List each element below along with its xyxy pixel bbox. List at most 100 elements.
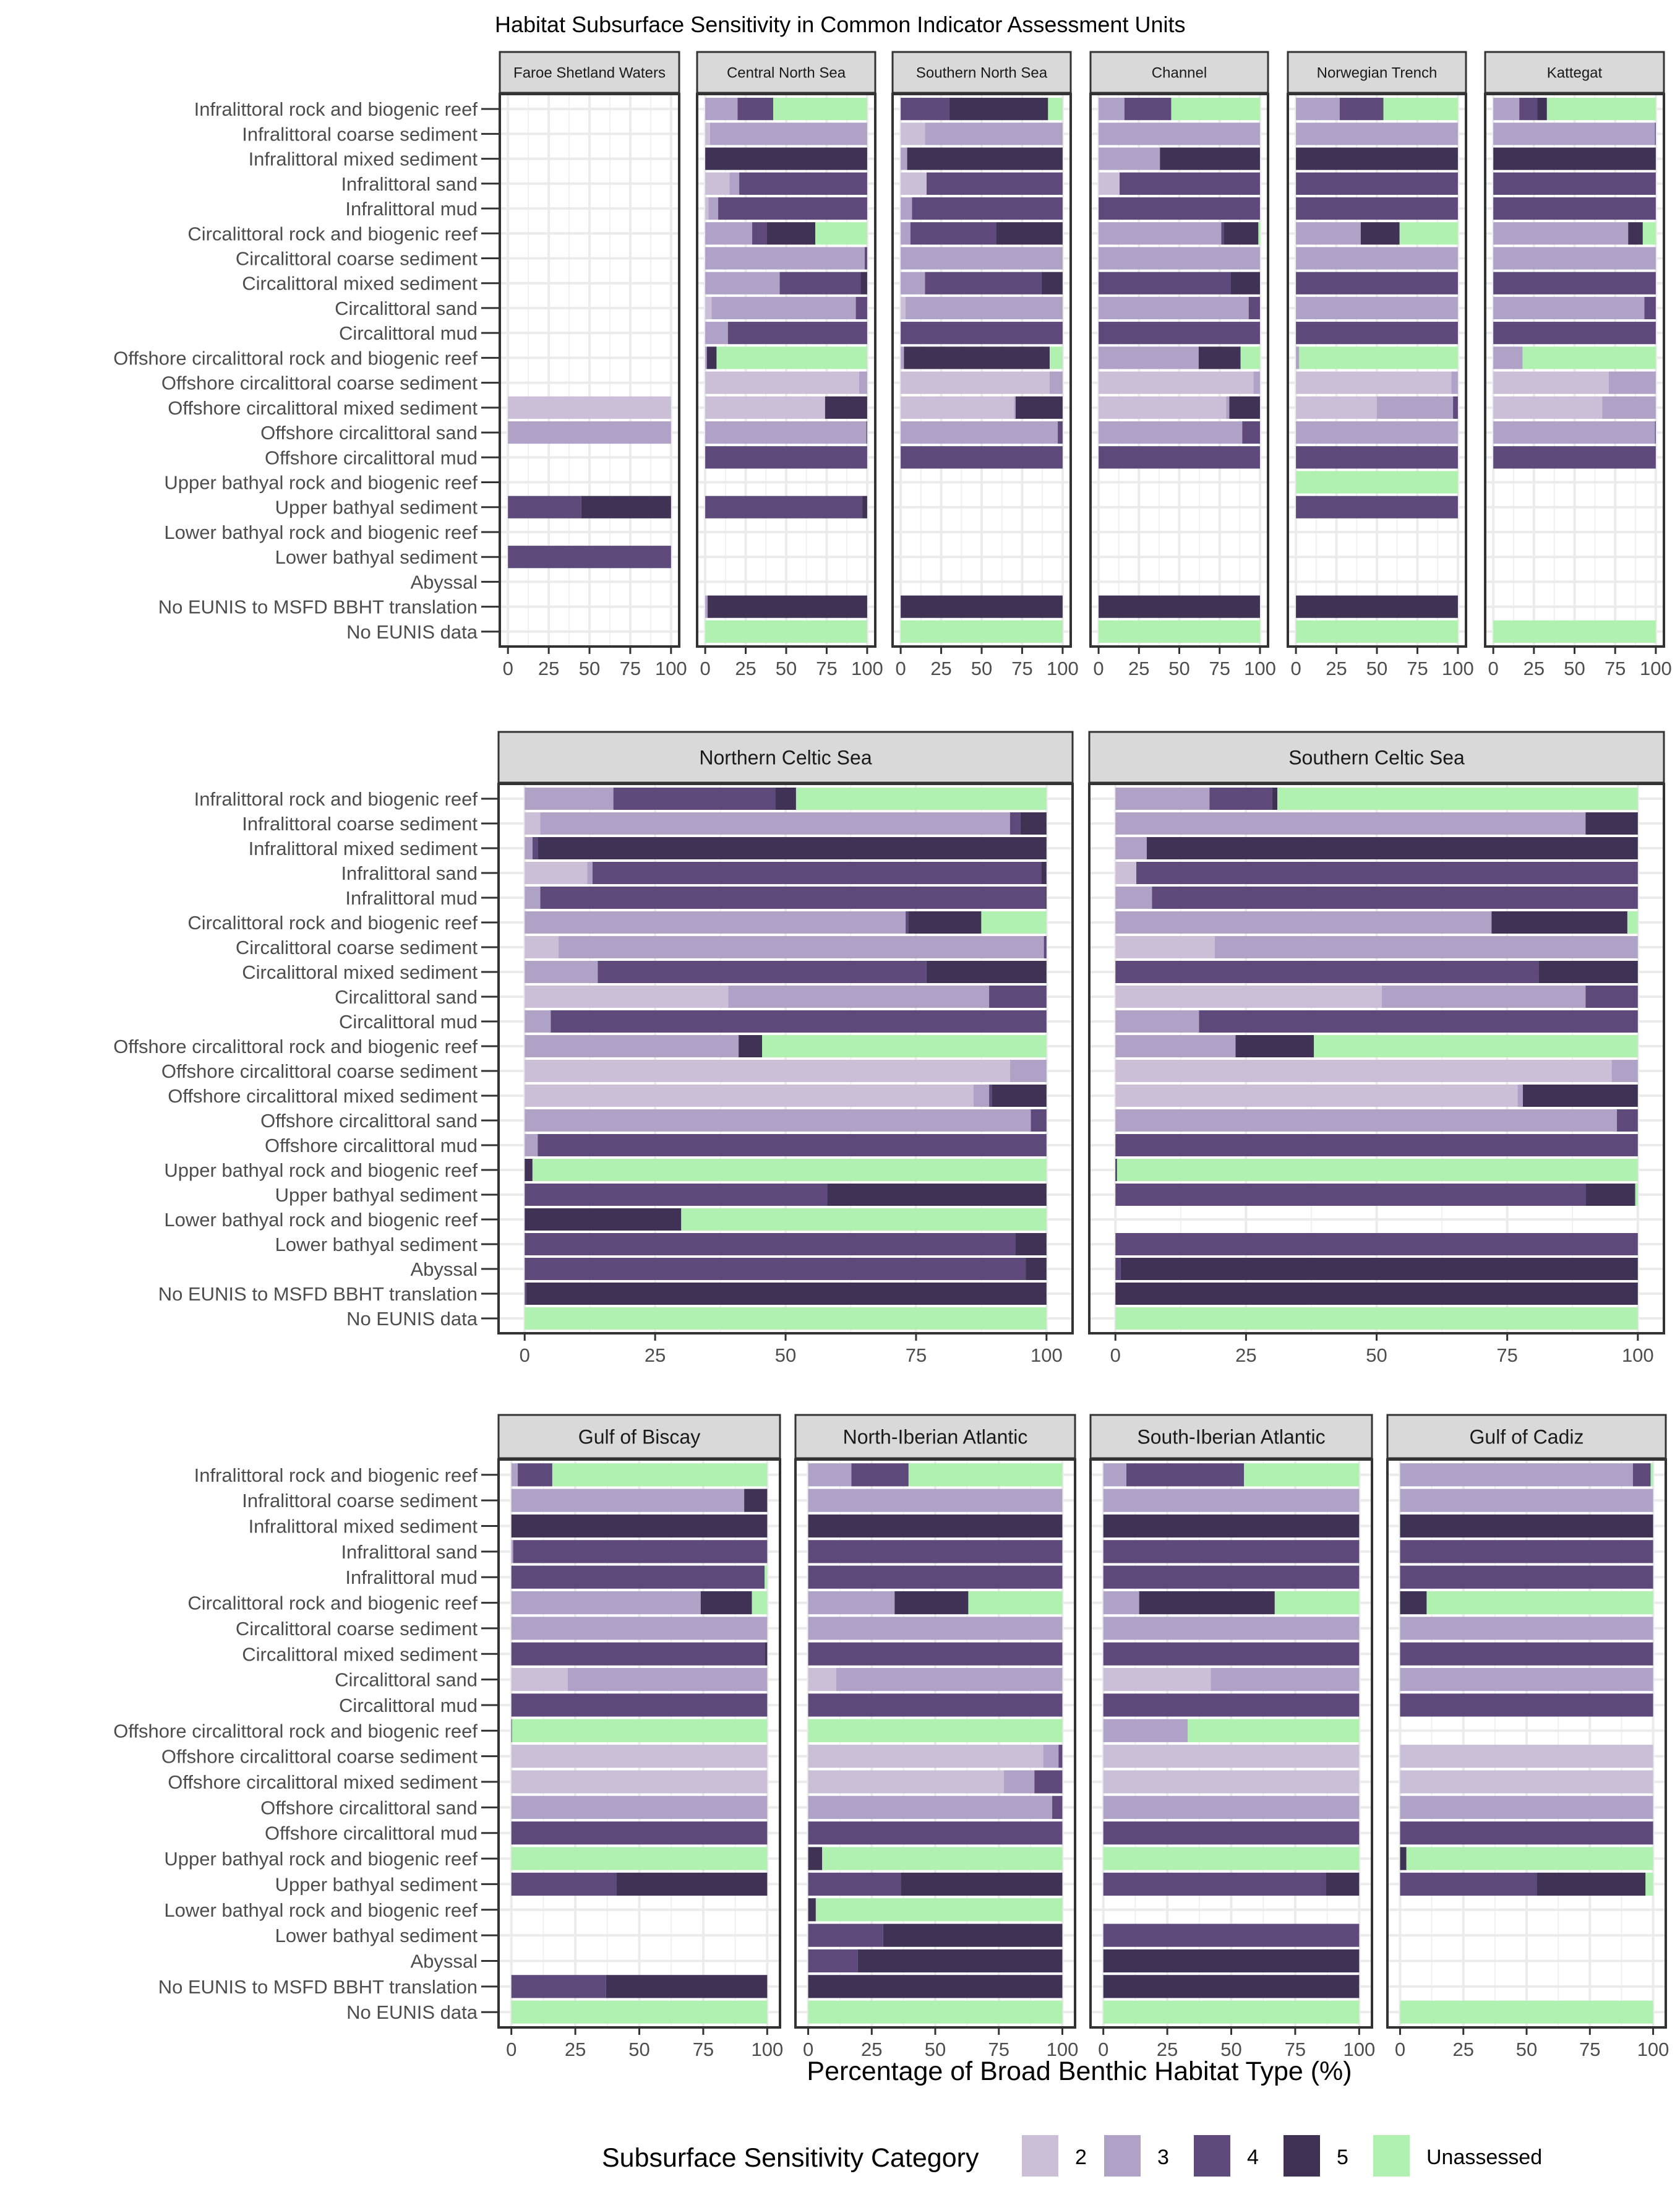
bar-segment-c5 [1538,961,1638,983]
bar-segment-c5 [1160,147,1260,170]
bar-segment-c3 [1115,812,1586,835]
x-tick-label: 50 [971,658,992,679]
x-tick-label: 50 [925,2039,946,2060]
bar-segment-c3 [1099,98,1125,121]
bar-segment-c4 [705,496,863,518]
bar-segment-c5 [706,346,717,369]
bar-segment-c4 [808,1642,1063,1665]
x-tick-label: 0 [503,658,513,679]
panel-strip [497,1414,781,1459]
bar-segment-c5 [1224,222,1259,245]
bar-segment-c2 [901,371,1050,394]
bar-segment-c2 [1099,371,1254,394]
bar-segment-c5 [1523,1085,1638,1107]
panel-gulf-of-cadiz: Gulf of Cadiz 0 25 50 75 100 [1386,1414,1669,2060]
panel-south-iberian-atlantic: South-Iberian Atlantic 0 25 50 75 100 [1089,1414,1375,2060]
bar-segment-c2 [901,396,1014,419]
bar-segment-c2 [511,1745,768,1768]
x-tick-label: 0 [1395,2039,1405,2060]
bar-segment-c4 [532,837,538,859]
bar-segment-c5 [1493,147,1656,170]
bar-segment-u [525,1307,1047,1330]
bar-segment-c3 [1493,247,1656,270]
bar-segment-c3 [1115,1010,1199,1033]
bar-segment-c3 [1115,887,1152,909]
bar-segment-c3 [1099,247,1260,270]
bar-segment-c5 [744,1489,768,1512]
bar-segment-c4 [1400,1821,1653,1845]
x-tick-label: 100 [1047,2039,1079,2060]
bar-segment-c4 [511,1975,606,1998]
x-tick-label: 0 [1098,2039,1108,2060]
y-tick-label: Circalittoral rock and biogenic reef [187,223,478,244]
bar-segment-c5 [901,595,1063,618]
x-tick-label: 0 [803,2039,813,2060]
bar-segment-u [1493,620,1656,643]
x-tick-label: 0 [506,2039,516,2060]
bar-segment-c4 [1339,98,1384,121]
bar-segment-c3 [1099,222,1222,245]
bar-segment-c2 [1103,1668,1211,1691]
bar-segment-c4 [925,272,1042,294]
bar-segment-c4 [1248,296,1260,320]
bar-segment-c4 [1103,1540,1360,1563]
bar-segment-c4 [1103,1872,1326,1896]
panel-title: North-Iberian Atlantic [843,1426,1028,1448]
bar-segment-c2 [1115,936,1215,958]
bar-segment-c3 [901,346,904,369]
bar-segment-c4 [1103,1565,1360,1589]
bar-segment-c5 [1103,1975,1360,1998]
bar-segment-c4 [511,1642,765,1665]
legend-item-3: 3 [1104,2135,1169,2177]
bar-segment-c5 [1115,1283,1638,1305]
bar-segment-c4 [511,1565,765,1589]
bar-segment-c3 [1211,1668,1360,1691]
bar-segment-c2 [1115,862,1137,884]
y-tick-label: Lower bathyal rock and biogenic reef [164,522,478,543]
x-tick-label: 75 [1407,658,1428,679]
panel-southern-celtic-sea: Southern Celtic Sea 0 25 50 75 100 [1088,731,1665,1366]
bar-segment-c5 [1536,1872,1646,1896]
bar-segment-c4 [1099,322,1260,345]
x-tick-label: 50 [1564,658,1585,679]
y-tick-label: Circalittoral rock and biogenic reef [187,1592,478,1614]
bar-segment-c4 [1152,887,1638,909]
panel-strip [891,51,1072,94]
bar-segment-c5 [1231,272,1260,294]
bar-segment-c4 [1034,1770,1063,1794]
bar-segment-c3 [705,346,707,369]
bar-segment-c3 [925,122,1063,145]
bar-segment-u [1426,1591,1653,1615]
bar-segment-c4 [1242,421,1260,444]
x-tick-label: 50 [1168,658,1189,679]
bar-segment-c3 [709,122,867,145]
bar-segment-c4 [808,1565,1063,1589]
bar-segment-c3 [525,961,598,983]
x-tick-label: 100 [1640,658,1672,679]
bar-segment-c3 [1115,1035,1236,1057]
bar-segment-c4 [1209,788,1272,810]
bar-segment-c4 [1099,446,1260,469]
bar-segment-c3 [1253,371,1260,394]
bar-segment-c5 [862,496,867,518]
bar-segment-c3 [511,1591,701,1615]
legend-item-unassessed: Unassessed [1373,2135,1542,2177]
x-tick-label: 75 [988,2039,1009,2060]
bar-segment-c3 [1115,837,1147,859]
bar-segment-c3 [525,911,906,934]
panel-title: Faroe Shetland Waters [513,65,666,82]
bar-segment-c3 [1608,371,1656,394]
bar-segment-c5 [705,147,867,170]
bar-segment-c4 [511,1693,768,1717]
bar-segment-c4 [926,172,1063,195]
bar-segment-u [512,1719,768,1742]
bar-segment-c4 [901,446,1063,469]
bar-segment-c4 [851,1463,909,1487]
panel-strip [1484,51,1665,94]
bar-segment-c3 [1226,396,1230,419]
bar-segment-c4 [901,322,1063,345]
bar-segment-c4 [1453,396,1458,419]
bar-segment-c5 [904,346,1050,369]
y-tick-label: Infralittoral coarse sediment [242,123,478,145]
legend-label: 4 [1247,2146,1259,2169]
